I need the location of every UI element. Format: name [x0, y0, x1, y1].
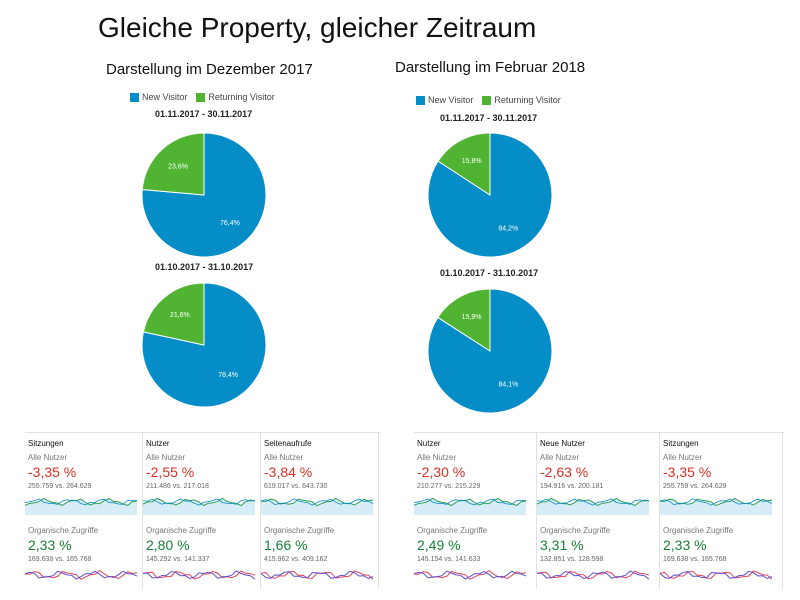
metric-comparison: 211.486 vs. 217.018 [146, 483, 209, 490]
sparkline-all-users [260, 497, 374, 515]
metric-comparison: 194.916 vs. 200.181 [540, 483, 604, 490]
legend-label-returning-visitor: Returning Visitor [208, 92, 275, 102]
metric-card-neue-nutzer[interactable]: Neue Nutzer Alle Nutzer -2,63 % 194.916 vs.… [536, 433, 660, 589]
metric-change: -2,30 % [417, 464, 466, 480]
legend-item-new-visitor: New Visitor [130, 92, 187, 102]
sparkline-all-users [142, 497, 256, 515]
pie-2-slice-returning-visitor [437, 132, 491, 196]
pie-2-label-0: 84,2% [498, 226, 518, 233]
pie-2-slice-new-visitor [427, 132, 553, 258]
metric-change: -2,63 % [540, 464, 589, 480]
metric-comparison: 255.759 vs. 264.629 [663, 483, 727, 490]
segment-label: Alle Nutzer [663, 453, 703, 462]
pie-2-label-1: 15,8% [462, 158, 482, 165]
segment-label: Organische Zugriffe [663, 526, 734, 535]
legend-item-returning-visitor: Returning Visitor [482, 95, 561, 105]
legend-label-new-visitor: New Visitor [428, 95, 474, 105]
segment-label: Alle Nutzer [28, 453, 68, 462]
metric-change: -2,55 % [146, 464, 195, 480]
metric-title: Nutzer [146, 439, 170, 448]
segment-label: Organische Zugriffe [264, 526, 335, 535]
slide-title: Gleiche Property, gleicher Zeitraum [98, 12, 537, 43]
metric-card-nutzer[interactable]: Nutzer Alle Nutzer -2,30 % 210.277 vs. 215.… [413, 433, 537, 589]
right-column-heading: Darstellung im Februar 2018 [395, 59, 586, 76]
sparkline-organic [24, 570, 138, 580]
metric-change: -3,35 % [663, 464, 712, 480]
metric-change: 3,31 % [540, 537, 584, 553]
pie-3-label-1: 15,9% [462, 314, 482, 321]
pie-3-slice-new-visitor [427, 288, 553, 414]
sparkline-all-users [536, 497, 650, 515]
pie-3-label-0: 84,1% [498, 382, 518, 389]
metric-comparison: 132.851 vs. 128.598 [540, 556, 604, 563]
sparkline-organic [260, 570, 374, 580]
metric-change: 2,33 % [28, 537, 72, 553]
metric-change: 2,80 % [146, 537, 190, 553]
segment-label: Alle Nutzer [264, 453, 304, 462]
pie-1-slice-returning-visitor [142, 282, 205, 346]
pie-1-label-1: 21,6% [170, 312, 190, 319]
sparkline-all-users [24, 497, 138, 515]
metric-comparison: 210.277 vs. 215.229 [417, 483, 481, 490]
pie-title-left-bottom: 01.10.2017 - 31.10.2017 [155, 262, 254, 272]
sparkline-organic [413, 570, 527, 580]
metric-comparison: 145.292 vs. 141.337 [146, 556, 210, 563]
metric-title: Nutzer [417, 439, 441, 448]
metric-comparison: 169.638 vs. 165.768 [28, 556, 92, 563]
segment-label: Organische Zugriffe [540, 526, 611, 535]
sparkline-all-users [659, 497, 773, 515]
segment-label: Alle Nutzer [540, 453, 580, 462]
segment-label: Alle Nutzer [417, 453, 457, 462]
right-legend: New Visitor Returning Visitor [416, 95, 570, 105]
metric-title: Seitenaufrufe [264, 439, 312, 448]
metric-comparison: 415.962 vs. 409.162 [264, 556, 328, 563]
pie-title-right-top: 01.11.2017 - 30.11.2017 [440, 113, 538, 123]
metric-comparison: 145.154 vs. 141.633 [417, 556, 481, 563]
metric-change: -3,35 % [28, 464, 77, 480]
metric-cards-left: Sitzungen Alle Nutzer -3,35 % 255.759 vs. 2… [24, 432, 381, 589]
sparkline-organic [659, 570, 773, 580]
sparkline-organic [536, 570, 650, 580]
legend-item-returning-visitor: Returning Visitor [196, 92, 275, 102]
left-column-heading: Darstellung im Dezember 2017 [106, 61, 313, 78]
pie-1-label-0: 78,4% [218, 372, 238, 379]
metric-comparison: 169.638 vs. 165.768 [663, 556, 727, 563]
segment-label: Organische Zugriffe [146, 526, 217, 535]
metric-change: 2,33 % [663, 537, 707, 553]
metric-card-sitzungen[interactable]: Sitzungen Alle Nutzer -3,35 % 255.759 vs. 2… [659, 433, 783, 589]
metric-title: Sitzungen [663, 439, 699, 448]
metric-title: Sitzungen [28, 439, 64, 448]
pie-0-slice-new-visitor [141, 132, 267, 258]
metric-comparison: 619.017 vs. 643.730 [264, 483, 328, 490]
metric-cards-right: Nutzer Alle Nutzer -2,30 % 210.277 vs. 215.… [413, 432, 784, 589]
metric-change: 2,49 % [417, 537, 461, 553]
sparkline-all-users [413, 497, 527, 515]
pie-0-label-1: 23,6% [168, 163, 188, 170]
pie-0-label-0: 76,4% [220, 220, 240, 227]
legend-item-new-visitor: New Visitor [416, 95, 473, 105]
segment-label: Organische Zugriffe [417, 526, 488, 535]
pie-0-slice-returning-visitor [141, 132, 205, 196]
legend-label-new-visitor: New Visitor [142, 92, 188, 102]
metric-title: Neue Nutzer [540, 439, 585, 448]
metric-comparison: 255.759 vs. 264.629 [28, 483, 92, 490]
metric-change: -3,84 % [264, 464, 313, 480]
metric-card-sitzungen[interactable]: Sitzungen Alle Nutzer -3,35 % 255.759 vs. 2… [24, 433, 143, 589]
legend-label-returning-visitor: Returning Visitor [494, 95, 561, 105]
sparkline-organic [142, 570, 256, 580]
pie-1-slice-new-visitor [141, 282, 267, 408]
pie-title-left-top: 01.11.2017 - 30.11.2017 [155, 109, 253, 119]
metric-card-seitenaufrufe[interactable]: Seitenaufrufe Alle Nutzer -3,84 % 619.017 v… [260, 433, 379, 589]
left-legend: New Visitor Returning Visitor [130, 92, 284, 102]
pie-title-right-bottom: 01.10.2017 - 31.10.2017 [440, 268, 539, 278]
segment-label: Alle Nutzer [146, 453, 186, 462]
metric-card-nutzer[interactable]: Nutzer Alle Nutzer -2,55 % 211.486 vs. 217.… [142, 433, 261, 589]
metric-change: 1,66 % [264, 537, 308, 553]
segment-label: Organische Zugriffe [28, 526, 99, 535]
pie-3-slice-returning-visitor [437, 288, 491, 352]
